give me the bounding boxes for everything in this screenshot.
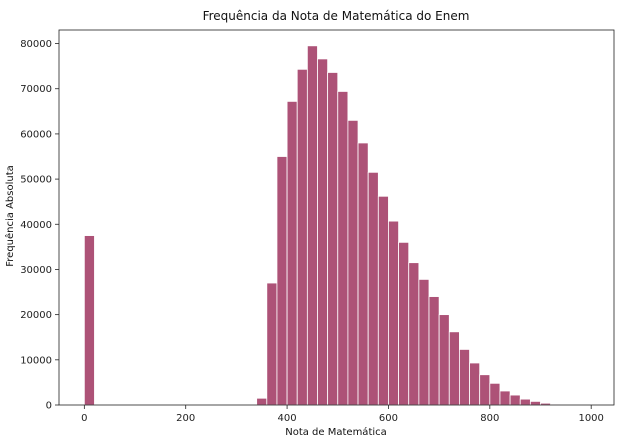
histogram-bar-8 xyxy=(327,72,339,406)
x-tick-label-5: 1000 xyxy=(578,413,603,424)
x-axis-title: Nota de Matemática xyxy=(285,426,387,438)
histogram-bar-9 xyxy=(337,91,349,406)
y-tick-label-0: 0 xyxy=(46,401,52,412)
histogram-bar-22 xyxy=(469,362,481,406)
histogram-bar-4 xyxy=(286,100,298,406)
x-tick-label-0: 0 xyxy=(81,413,87,424)
x-tick-label-3: 600 xyxy=(379,413,398,424)
y-tick-label-6: 60000 xyxy=(20,129,52,140)
histogram-bar-1 xyxy=(256,397,268,406)
histogram-bar-18 xyxy=(428,296,440,406)
x-axis-ticks: 0 200 400 600 800 1000 xyxy=(81,405,604,424)
histogram-bar-20 xyxy=(448,331,460,406)
histogram-bar-2 xyxy=(266,282,278,406)
histogram-bar-15 xyxy=(398,241,410,406)
histogram-bar-26 xyxy=(509,394,521,406)
histogram-bar-11 xyxy=(357,142,369,406)
plot-frame xyxy=(58,29,615,406)
y-axis-ticks: 0 10000 20000 30000 40000 50000 60000 70000 8000… xyxy=(20,39,59,412)
histogram-bar-19 xyxy=(438,314,450,406)
histogram-bar-12 xyxy=(367,171,379,406)
chart-title: Frequência da Nota de Matemática do Enem xyxy=(203,9,470,23)
x-tick-label-2: 400 xyxy=(278,413,297,424)
histogram-bar-25 xyxy=(499,390,511,406)
histogram-bar-5 xyxy=(296,68,308,406)
histogram-bar-14 xyxy=(388,220,399,406)
histogram-bar-28 xyxy=(529,400,541,406)
y-tick-label-1: 10000 xyxy=(20,355,52,366)
histogram-bar-24 xyxy=(489,382,501,406)
histogram-bar-3 xyxy=(276,156,288,406)
histogram-bar-27 xyxy=(519,398,531,406)
histogram-bar-6 xyxy=(306,45,318,406)
y-tick-label-3: 30000 xyxy=(20,265,52,276)
y-tick-label-8: 80000 xyxy=(20,39,52,50)
y-tick-label-5: 50000 xyxy=(20,175,52,186)
histogram-bar-21 xyxy=(459,349,470,406)
histogram-bar-16 xyxy=(408,262,420,406)
x-tick-label-1: 200 xyxy=(176,413,195,424)
histogram-bar-0 xyxy=(83,235,95,406)
y-tick-label-2: 20000 xyxy=(20,310,52,321)
histogram-bar-17 xyxy=(418,278,430,406)
y-tick-label-4: 40000 xyxy=(20,220,52,231)
histogram-bar-10 xyxy=(347,119,359,406)
histogram-bar-7 xyxy=(317,58,329,406)
x-tick-label-4: 800 xyxy=(480,413,499,424)
histogram-bar-13 xyxy=(377,195,389,406)
histogram-bar-23 xyxy=(479,374,491,406)
bars-group xyxy=(83,45,592,406)
y-tick-label-7: 70000 xyxy=(20,84,52,95)
y-axis-title: Frequência Absoluta xyxy=(4,165,16,267)
